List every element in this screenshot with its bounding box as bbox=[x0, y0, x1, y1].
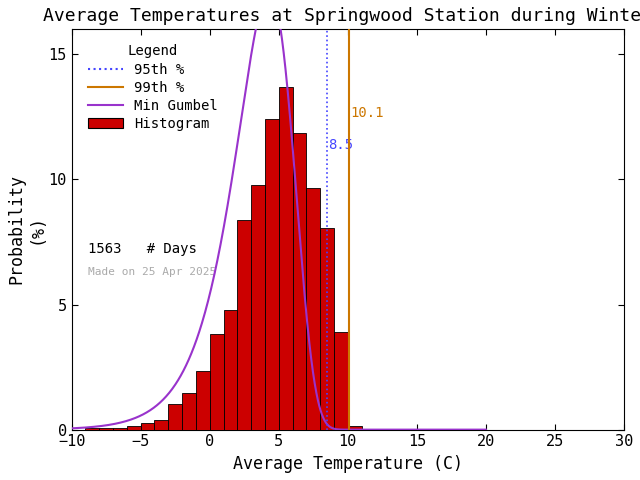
Bar bbox=[113, 428, 127, 430]
Text: 8.5: 8.5 bbox=[328, 138, 353, 152]
Bar bbox=[168, 404, 182, 430]
Bar bbox=[223, 310, 237, 430]
Text: 10.1: 10.1 bbox=[351, 106, 384, 120]
Bar bbox=[279, 87, 292, 430]
Bar bbox=[237, 220, 251, 430]
Text: 1563   # Days: 1563 # Days bbox=[88, 242, 197, 256]
Bar bbox=[210, 334, 223, 430]
Bar bbox=[86, 428, 99, 430]
Bar bbox=[99, 428, 113, 430]
Bar bbox=[265, 119, 279, 430]
Text: Made on 25 Apr 2025: Made on 25 Apr 2025 bbox=[88, 267, 216, 277]
X-axis label: Average Temperature (C): Average Temperature (C) bbox=[233, 455, 463, 473]
Bar bbox=[320, 228, 334, 430]
Bar bbox=[251, 185, 265, 430]
Bar bbox=[334, 332, 348, 430]
Bar bbox=[307, 188, 320, 430]
Y-axis label: Probability
(%): Probability (%) bbox=[7, 174, 45, 285]
Bar bbox=[348, 426, 362, 430]
Bar bbox=[141, 423, 154, 430]
Bar bbox=[127, 426, 141, 430]
Bar bbox=[182, 393, 196, 430]
Legend: 95th %, 99th %, Min Gumbel, Histogram: 95th %, 99th %, Min Gumbel, Histogram bbox=[84, 40, 222, 135]
Bar bbox=[154, 420, 168, 430]
Title: Average Temperatures at Springwood Station during Winter: Average Temperatures at Springwood Stati… bbox=[44, 7, 640, 25]
Bar bbox=[292, 133, 307, 430]
Bar bbox=[196, 371, 210, 430]
